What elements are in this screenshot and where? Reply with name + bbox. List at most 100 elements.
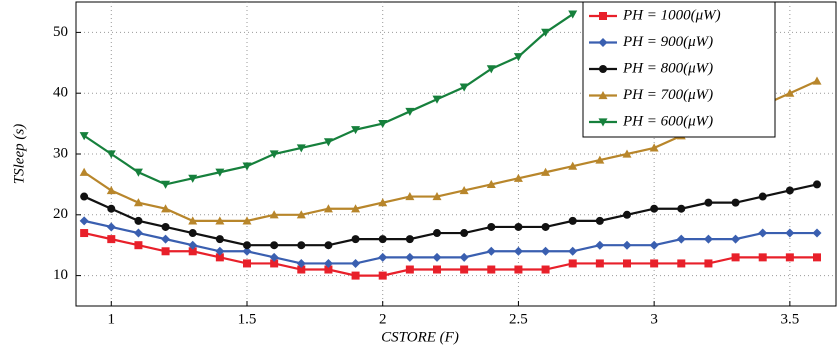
marker [79, 216, 89, 226]
marker [405, 192, 415, 201]
marker [433, 229, 441, 238]
y-tick-label: 20 [53, 206, 68, 222]
marker [785, 228, 795, 238]
marker [323, 258, 333, 268]
marker [486, 179, 496, 188]
marker [568, 161, 578, 170]
marker [432, 192, 442, 201]
marker [731, 234, 741, 244]
marker [513, 246, 523, 256]
legend-label: PH = 700(μW) [622, 87, 713, 103]
marker [595, 259, 604, 268]
marker [134, 216, 143, 225]
marker [351, 204, 361, 213]
marker [731, 198, 740, 207]
marker [487, 265, 496, 274]
marker [188, 240, 198, 250]
y-tick-label: 50 [53, 24, 68, 40]
series-line [83, 13, 574, 186]
marker [405, 265, 414, 274]
marker [813, 253, 821, 262]
marker [324, 241, 333, 250]
marker [677, 204, 686, 213]
marker [568, 259, 577, 268]
series-line [83, 183, 818, 247]
marker [378, 271, 387, 280]
x-tick-label: 1.5 [238, 311, 257, 327]
marker [514, 265, 523, 274]
marker [215, 246, 225, 256]
marker [649, 240, 659, 250]
marker [541, 167, 551, 176]
marker [514, 222, 523, 231]
marker [459, 83, 469, 92]
marker [378, 198, 388, 207]
marker [758, 228, 768, 238]
marker [161, 234, 171, 244]
marker [269, 252, 279, 262]
marker [215, 168, 225, 177]
marker [677, 259, 686, 268]
y-axis-label: TSleep (s) [11, 124, 27, 184]
marker [296, 210, 306, 219]
marker [623, 259, 631, 268]
marker [405, 107, 415, 116]
marker [161, 180, 171, 189]
legend-label: PH = 600(μW) [622, 113, 713, 129]
marker [297, 265, 306, 274]
y-tick-label: 40 [53, 85, 68, 101]
marker [79, 132, 89, 141]
marker [106, 150, 116, 159]
marker [133, 168, 143, 177]
marker [297, 241, 306, 250]
marker [323, 204, 333, 213]
marker [785, 253, 794, 262]
marker [541, 222, 550, 231]
marker [188, 216, 198, 225]
marker [541, 246, 551, 256]
marker [106, 185, 116, 195]
x-axis-label: CSTORE (F) [381, 329, 459, 345]
legend-label: PH = 800(μW) [622, 60, 713, 76]
marker [704, 198, 713, 207]
marker [704, 259, 713, 268]
marker [188, 247, 197, 256]
marker [378, 252, 388, 262]
marker [242, 162, 252, 171]
marker [622, 149, 632, 158]
marker [269, 210, 279, 219]
marker [513, 53, 523, 62]
marker [296, 258, 306, 268]
marker [215, 235, 224, 244]
series-line [83, 231, 817, 277]
marker [676, 234, 686, 244]
legend-label: PH = 900(μW) [622, 34, 713, 50]
marker [270, 241, 279, 250]
y-tick-label: 10 [53, 267, 68, 283]
legend-label: PH = 1000(μW) [622, 7, 721, 23]
marker [80, 192, 89, 201]
marker [568, 10, 578, 19]
marker [460, 265, 469, 274]
marker [215, 216, 225, 225]
marker [568, 246, 578, 256]
marker [595, 240, 605, 250]
x-tick-label: 2.5 [509, 311, 528, 327]
marker [432, 95, 442, 104]
marker [459, 252, 469, 262]
marker [351, 235, 360, 244]
marker [405, 252, 415, 262]
marker [107, 235, 116, 244]
marker [813, 180, 821, 189]
marker [459, 185, 469, 195]
marker [80, 229, 89, 238]
marker [242, 246, 252, 256]
marker [650, 204, 659, 213]
marker [378, 120, 388, 129]
marker [541, 265, 550, 274]
marker [269, 150, 279, 159]
marker [650, 259, 659, 268]
marker [107, 204, 116, 213]
marker [270, 259, 279, 268]
